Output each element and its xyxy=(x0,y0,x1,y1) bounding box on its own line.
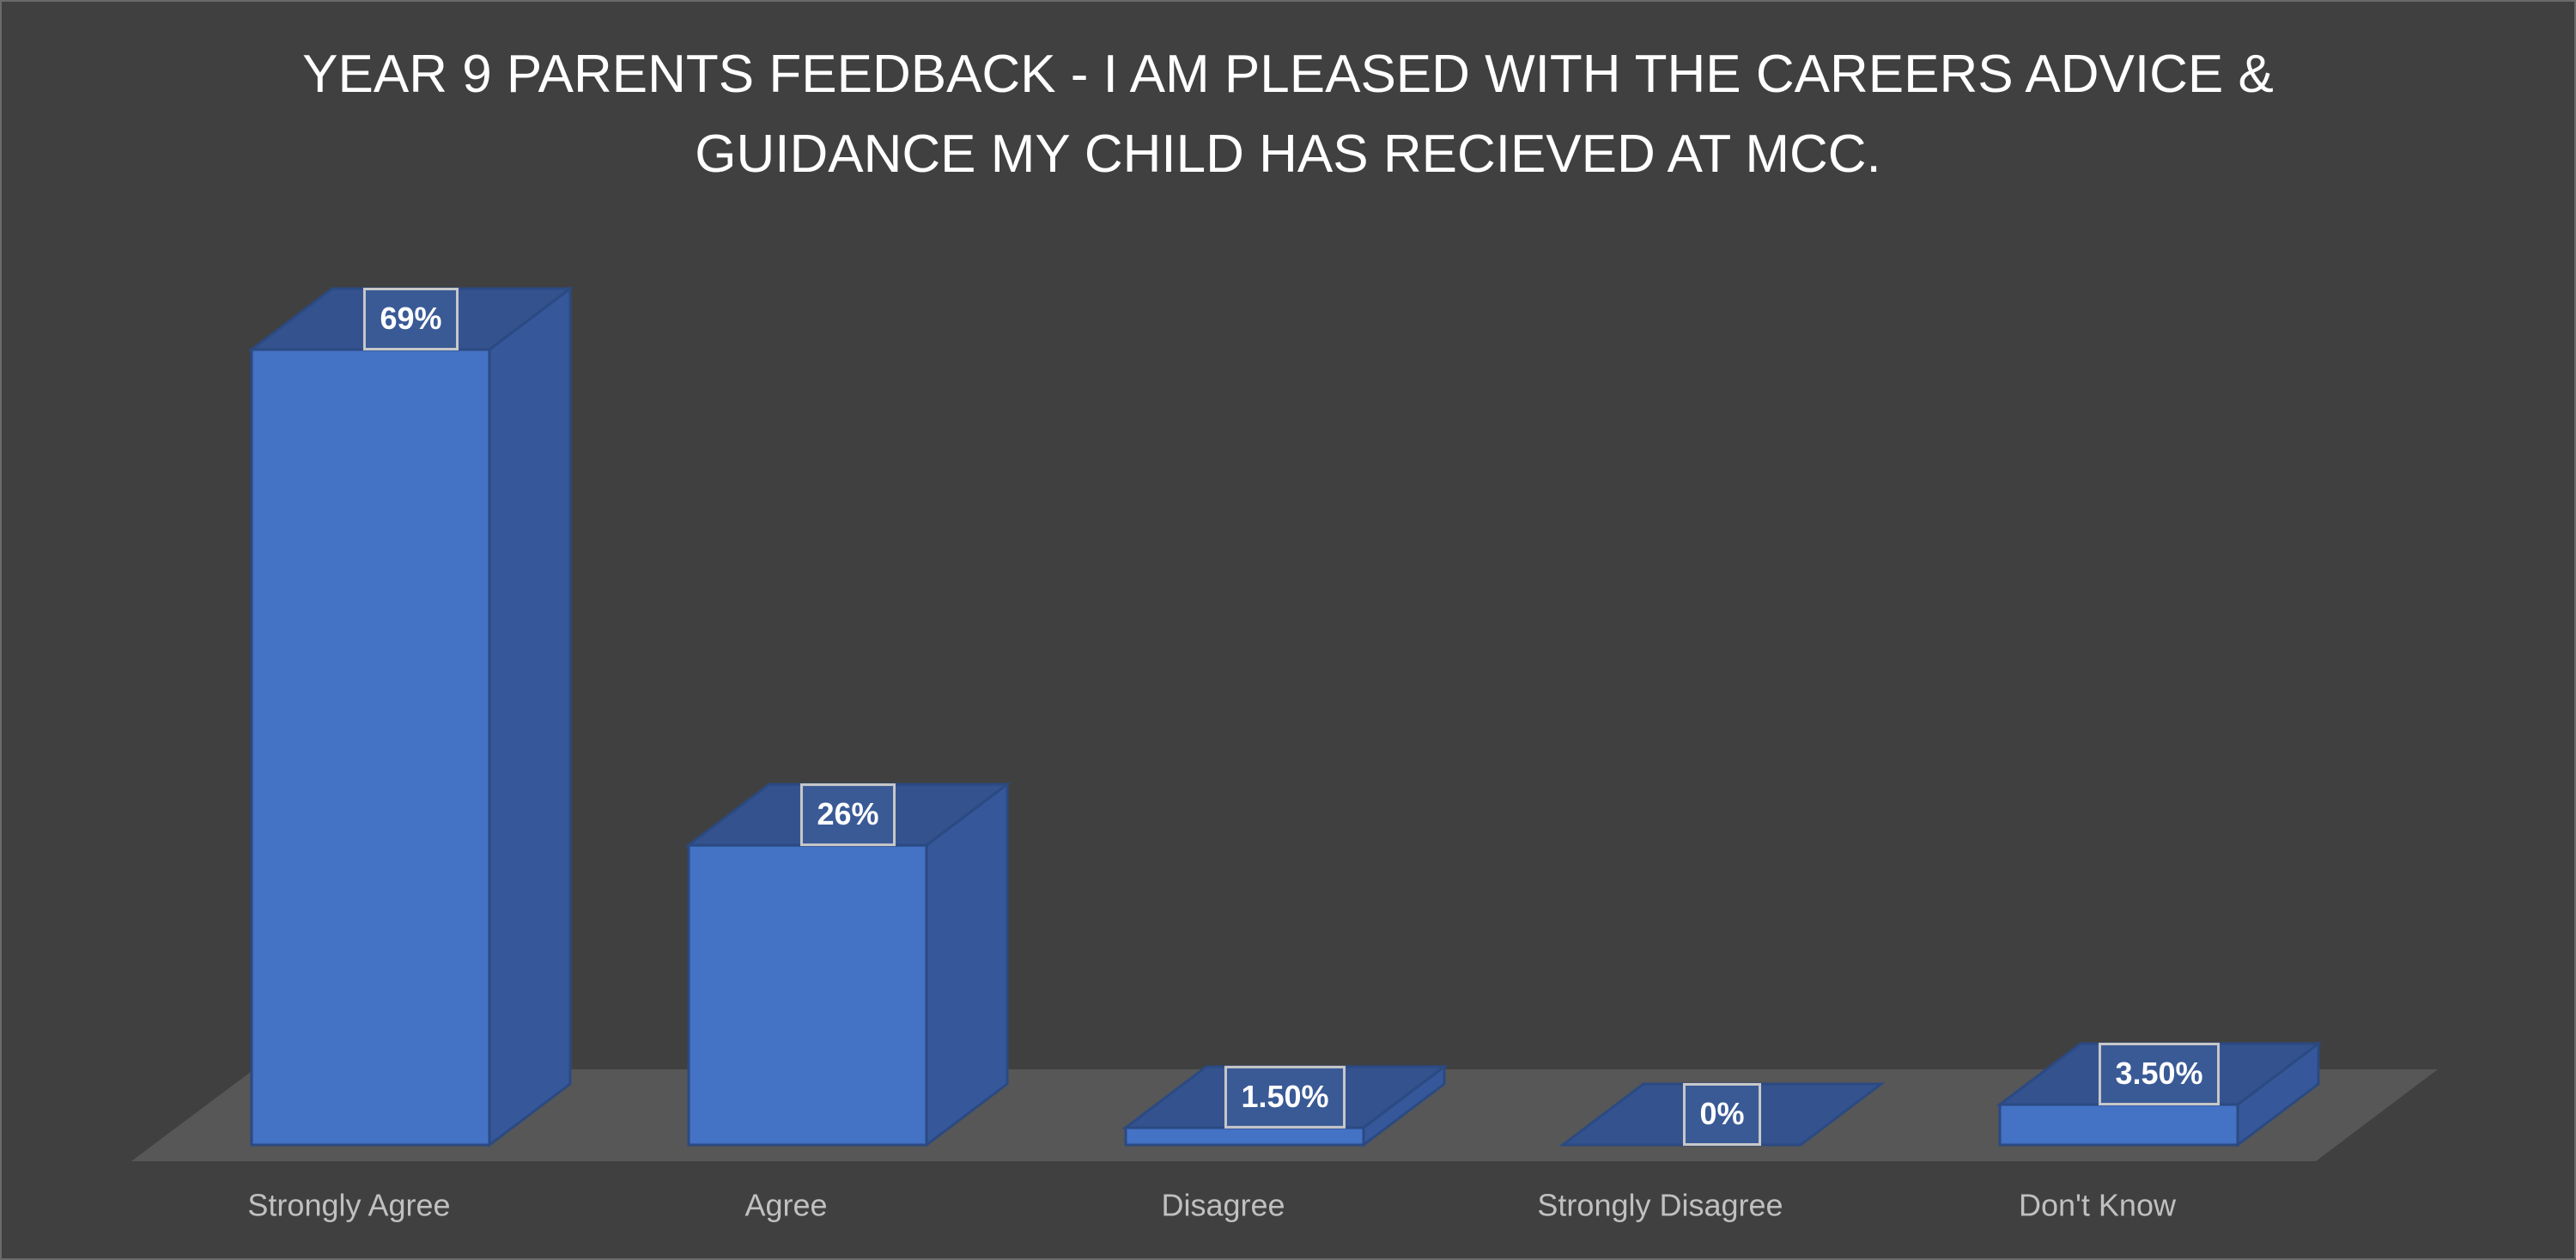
x-tick-label: Disagree xyxy=(1161,1188,1285,1223)
x-tick-label: Don't Know xyxy=(2019,1188,2177,1223)
data-label-box xyxy=(1224,1065,1346,1129)
data-label-box xyxy=(799,783,896,847)
data-label-box xyxy=(2098,1043,2221,1106)
bar-front xyxy=(250,348,491,1147)
data-label-box xyxy=(362,288,459,350)
bar-side xyxy=(488,285,572,1148)
data-label: 3.50% xyxy=(2115,1056,2202,1091)
data-label-box xyxy=(1682,1083,1762,1146)
data-label: 0% xyxy=(1699,1096,1744,1131)
chart-title: YEAR 9 PARENTS FEEDBACK - I AM PLEASED W… xyxy=(302,45,2274,184)
bar-side xyxy=(925,782,1009,1148)
x-tick-label: Strongly Disagree xyxy=(1537,1188,1783,1223)
data-label: 1.50% xyxy=(1241,1079,1328,1114)
data-label: 26% xyxy=(817,796,878,831)
data-label: 69% xyxy=(380,301,441,336)
bar-front xyxy=(1998,1103,2239,1147)
x-tick-label: Strongly Agree xyxy=(247,1188,450,1223)
bar-front xyxy=(1124,1126,1365,1147)
x-tick-label: Agree xyxy=(744,1188,827,1223)
bar-front xyxy=(687,843,928,1147)
